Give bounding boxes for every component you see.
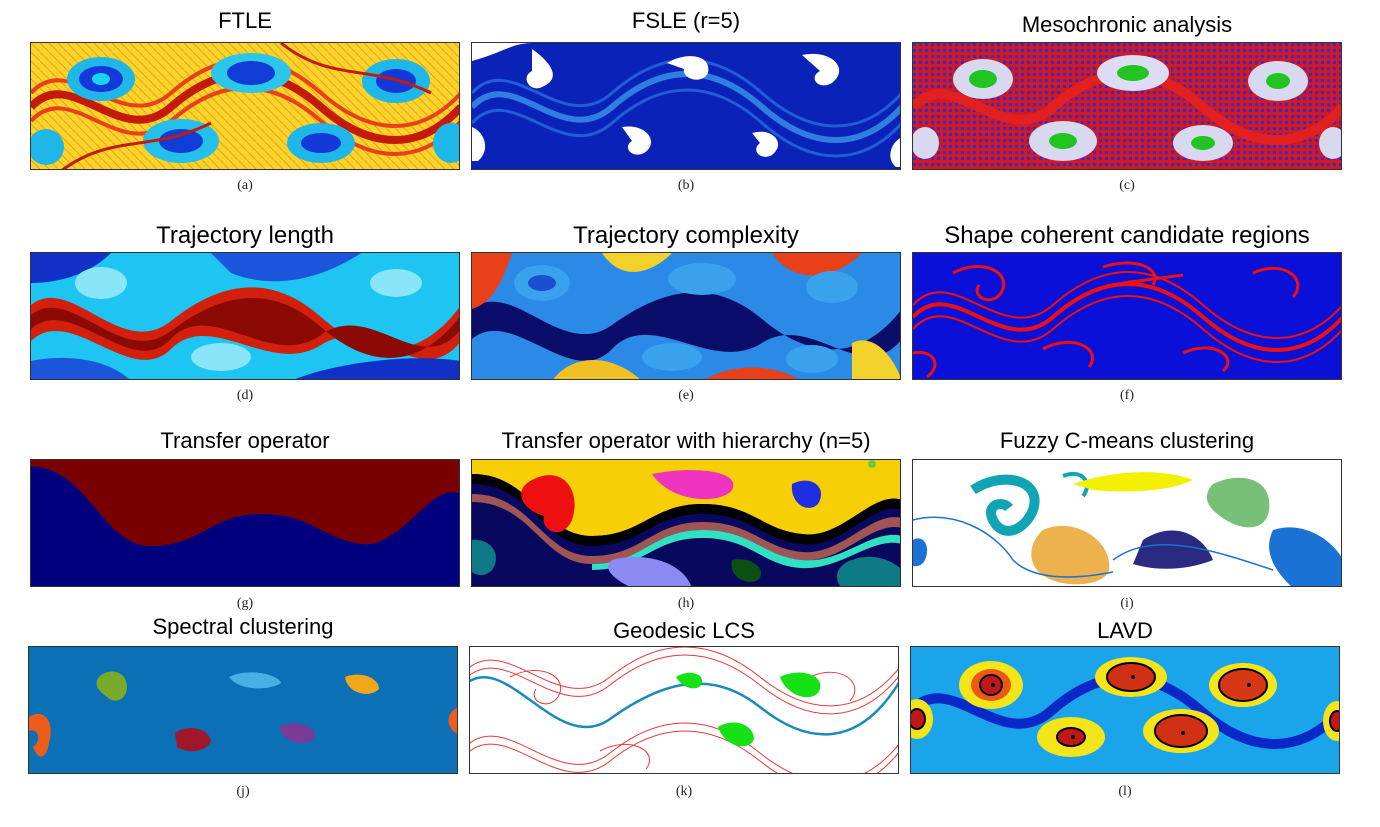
panel-image <box>30 42 460 170</box>
panel-e: Trajectory complexity (e) <box>471 222 901 417</box>
panel-image <box>30 459 460 587</box>
panel-c: Mesochronic analysis (c) <box>912 8 1342 203</box>
panel-title: Trajectory length <box>156 222 334 249</box>
spectral-clustering-field <box>29 647 457 773</box>
panel-caption: (j) <box>236 784 250 799</box>
panel-title: Geodesic LCS <box>613 618 755 643</box>
panel-title: FTLE <box>218 8 272 33</box>
panel-caption: (b) <box>677 178 695 193</box>
panel-caption: (i) <box>1120 596 1134 611</box>
panel-k: Geodesic LCS (k) <box>469 614 899 809</box>
panel-image <box>30 252 460 380</box>
fuzzy-cmeans-field <box>913 460 1341 586</box>
panel-title: Fuzzy C-means clustering <box>999 428 1255 453</box>
panel-title: Shape coherent candidate regions <box>944 222 1310 249</box>
panel-image <box>471 252 901 380</box>
panel-g: Transfer operator (g) <box>30 428 460 623</box>
panel-title: Transfer operator <box>160 428 330 453</box>
transfer-operator-field <box>31 460 459 586</box>
panel-caption: (k) <box>675 784 693 799</box>
panel-caption: (f) <box>1120 388 1134 403</box>
panel-caption: (a) <box>237 178 253 193</box>
panel-f: Shape coherent candidate regions (f) <box>912 222 1342 417</box>
panel-a: FTLE <box>30 8 460 203</box>
panel-title: Trajectory complexity <box>573 222 799 249</box>
panel-caption: (d) <box>236 388 254 403</box>
panel-image <box>471 459 901 587</box>
panel-caption: (c) <box>1119 178 1135 193</box>
panel-caption: (e) <box>678 388 694 403</box>
panel-image <box>912 459 1342 587</box>
panel-title: Transfer operator with hierarchy (n=5) <box>501 428 871 453</box>
panel-h: Transfer operator with hierarchy (n=5) (… <box>471 428 901 623</box>
mesochronic-field <box>913 43 1341 169</box>
panel-caption: (l) <box>1118 784 1132 799</box>
panel-title: Spectral clustering <box>152 614 334 639</box>
panel-title: Mesochronic analysis <box>1021 12 1233 37</box>
panel-caption: (h) <box>677 596 695 611</box>
panel-caption: (g) <box>236 596 254 611</box>
panel-image <box>28 646 458 774</box>
panel-b: FSLE (r=5) (b) <box>471 8 901 203</box>
panel-j: Spectral clustering (j) <box>28 614 458 809</box>
trajectory-complexity-field <box>472 253 900 379</box>
fsle-field <box>472 43 900 169</box>
panel-image <box>471 42 901 170</box>
panel-image <box>469 646 899 774</box>
panel-title: FSLE (r=5) <box>631 8 741 33</box>
shape-coherent-field <box>913 253 1341 379</box>
panel-title: LAVD <box>1097 618 1153 643</box>
panel-image <box>912 42 1342 170</box>
panel-i: Fuzzy C-means clustering (i) <box>912 428 1342 623</box>
ftle-field <box>31 43 459 169</box>
lavd-field <box>911 647 1339 773</box>
hierarchy-field <box>472 460 900 586</box>
trajectory-length-field <box>31 253 459 379</box>
geodesic-lcs-field <box>470 647 898 773</box>
panel-l: LAVD (l) <box>910 614 1340 809</box>
panel-image <box>912 252 1342 380</box>
panel-image <box>910 646 1340 774</box>
panel-d: Trajectory length (d) <box>30 222 460 417</box>
